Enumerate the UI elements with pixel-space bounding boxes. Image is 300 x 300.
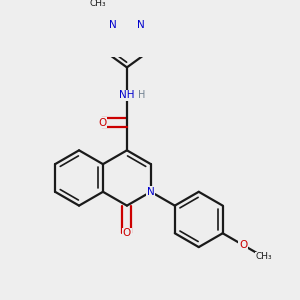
Text: N: N bbox=[137, 20, 145, 30]
Text: N: N bbox=[147, 187, 155, 197]
Text: H: H bbox=[138, 90, 146, 100]
Text: NH: NH bbox=[119, 90, 135, 100]
Text: CH₃: CH₃ bbox=[89, 0, 106, 8]
Text: O: O bbox=[98, 118, 106, 128]
Text: O: O bbox=[239, 240, 247, 250]
Text: CH₃: CH₃ bbox=[255, 252, 272, 261]
Text: O: O bbox=[123, 228, 131, 238]
Text: N: N bbox=[109, 20, 117, 30]
